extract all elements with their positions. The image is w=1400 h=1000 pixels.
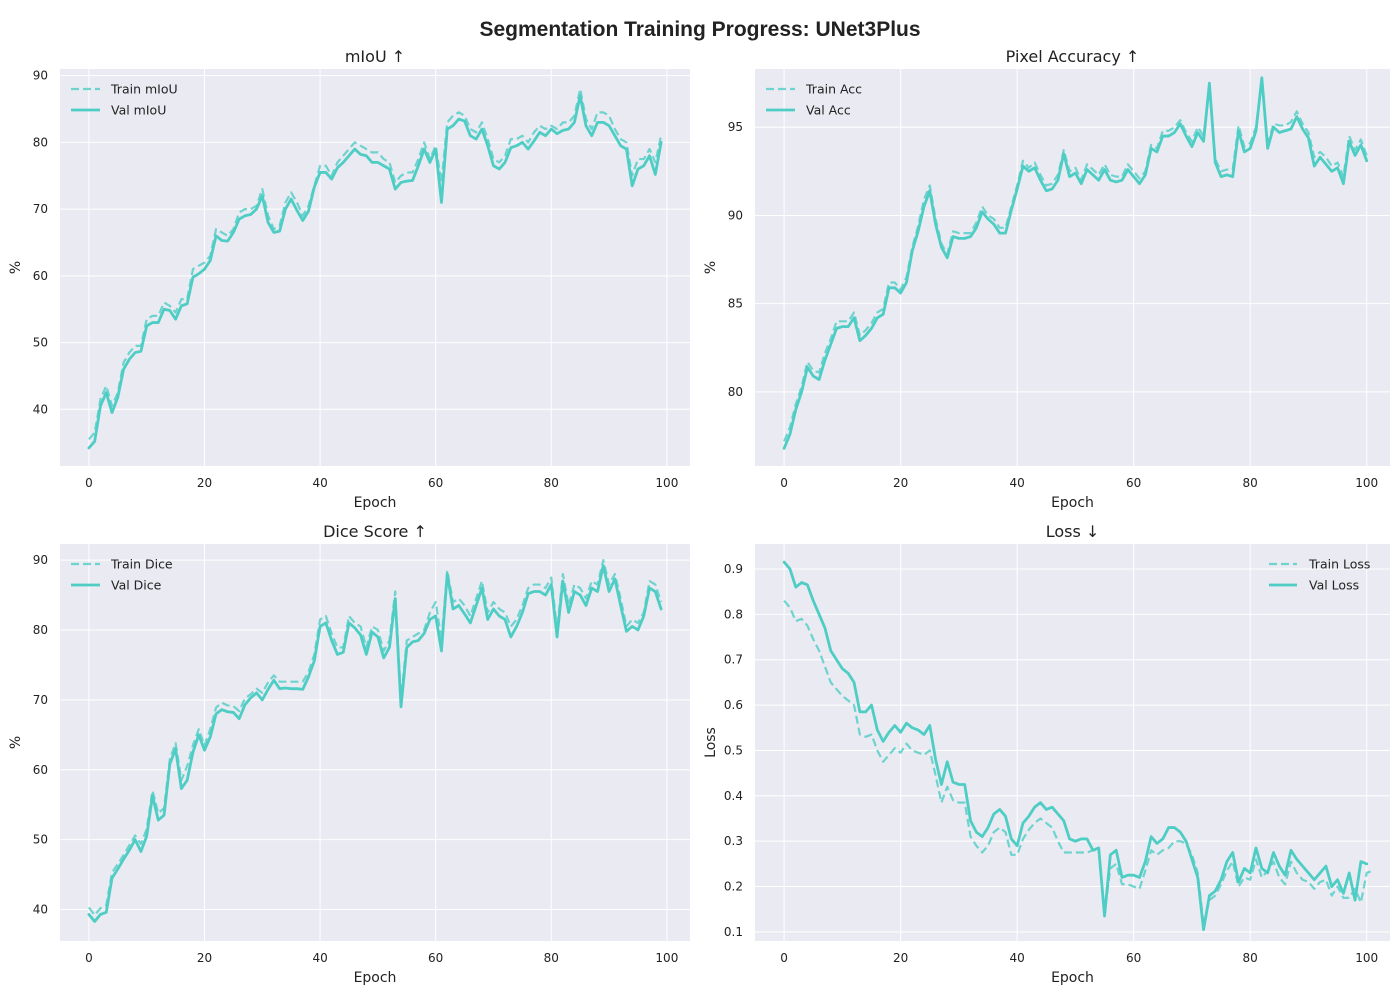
- x-tick-label: 0: [780, 951, 788, 965]
- y-tick-label: 80: [33, 135, 48, 149]
- chart-panel-2: 0 20 40 60 80 100 80 85 90 95 Pixel Accuracy ↑ Epoc…: [703, 47, 1390, 511]
- y-axis-label: Loss: [703, 727, 719, 758]
- series-line-val: [87, 94, 663, 450]
- chart-title: Dice Score ↑: [323, 522, 427, 541]
- plot-area: [60, 544, 690, 941]
- y-tick-label: 0.9: [724, 562, 743, 576]
- x-tick-label: 80: [544, 476, 559, 490]
- y-tick-label: 50: [33, 336, 48, 350]
- chart-title: mIoU ↑: [345, 47, 405, 66]
- plot-area: [755, 544, 1390, 941]
- plot-area: [755, 69, 1390, 466]
- x-tick-label: 80: [544, 951, 559, 965]
- legend-label: Val Acc: [806, 103, 851, 118]
- y-tick-label: 50: [33, 833, 48, 847]
- legend-label: Val Loss: [1309, 578, 1359, 593]
- y-tick-label: 70: [33, 693, 48, 707]
- x-axis-label: Epoch: [354, 495, 397, 511]
- legend: Train Dice Val Dice: [71, 557, 173, 593]
- x-axis-label: Epoch: [1051, 495, 1094, 511]
- x-tick-label: 60: [1126, 476, 1141, 490]
- x-tick-label: 60: [1126, 951, 1141, 965]
- series-line-val: [782, 76, 1369, 450]
- y-tick-label: 0.6: [724, 698, 743, 712]
- x-tick-label: 40: [1010, 951, 1025, 965]
- x-tick-label: 20: [893, 476, 908, 490]
- legend-label: Train Loss: [1308, 557, 1370, 572]
- x-tick-label: 60: [428, 476, 443, 490]
- legend: Train Loss Val Loss: [1269, 557, 1370, 593]
- y-axis-label: %: [8, 736, 24, 749]
- y-tick-label: 95: [728, 120, 743, 134]
- y-tick-label: 0.5: [724, 743, 743, 757]
- legend-label: Train mIoU: [110, 82, 178, 97]
- x-tick-label: 40: [312, 951, 327, 965]
- chart-panel-1: 0 20 40 60 80 100 40 50 60 70 80 90 mIoU ↑ Epoch% Trai…: [8, 47, 690, 511]
- series-line-val: [87, 564, 663, 923]
- x-tick-label: 20: [197, 951, 212, 965]
- x-tick-label: 0: [85, 951, 93, 965]
- chart-grid: 0 20 40 60 80 100 40 50 60 70 80 90 mIoU ↑ Epoch% Trai…: [8, 47, 1390, 986]
- chart-title: Pixel Accuracy ↑: [1006, 47, 1140, 66]
- plot-area: [60, 69, 690, 466]
- y-tick-label: 85: [728, 297, 743, 311]
- series-line-train: [783, 599, 1373, 927]
- y-tick-label: 0.8: [724, 607, 743, 621]
- x-tick-label: 0: [85, 476, 93, 490]
- x-tick-label: 20: [197, 476, 212, 490]
- x-tick-label: 60: [428, 951, 443, 965]
- y-tick-label: 90: [33, 553, 48, 567]
- x-tick-label: 0: [780, 476, 788, 490]
- y-tick-label: 0.1: [724, 925, 743, 939]
- chart-panel-4: 0 20 40 60 80 100 0.1 0.2 0.3 0.4 0.5 0.6 0.7 0.8 0.9 L…: [703, 522, 1390, 986]
- y-tick-label: 90: [33, 69, 48, 83]
- y-tick-label: 80: [728, 385, 743, 399]
- chart-panel-3: 0 20 40 60 80 100 40 50 60 70 80 90 Dice Score ↑ Epoc…: [8, 522, 690, 986]
- legend-label: Val mIoU: [111, 103, 166, 118]
- y-tick-label: 40: [33, 903, 48, 917]
- y-tick-label: 70: [33, 202, 48, 216]
- x-tick-label: 100: [655, 951, 678, 965]
- y-tick-label: 0.7: [724, 653, 743, 667]
- legend-label: Train Acc: [805, 82, 862, 97]
- x-tick-label: 100: [655, 476, 678, 490]
- y-tick-label: 0.4: [724, 789, 743, 803]
- x-tick-label: 40: [312, 476, 327, 490]
- legend: Train mIoU Val mIoU: [71, 82, 178, 118]
- series-line-train: [88, 87, 663, 441]
- y-axis-label: %: [703, 261, 719, 274]
- figure-title: Segmentation Training Progress: UNet3Plu…: [479, 18, 920, 41]
- y-tick-label: 0.2: [724, 880, 743, 894]
- y-tick-label: 90: [728, 208, 743, 222]
- legend-label: Train Dice: [110, 557, 173, 572]
- y-tick-label: 60: [33, 763, 48, 777]
- legend: Train Acc Val Acc: [766, 82, 862, 118]
- x-tick-label: 100: [1355, 951, 1378, 965]
- chart-title: Loss ↓: [1046, 522, 1100, 541]
- y-tick-label: 80: [33, 623, 48, 637]
- x-tick-label: 80: [1243, 476, 1258, 490]
- x-tick-label: 20: [893, 951, 908, 965]
- x-axis-label: Epoch: [1051, 970, 1094, 986]
- x-tick-label: 80: [1243, 951, 1258, 965]
- y-tick-label: 60: [33, 269, 48, 283]
- series-line-val: [782, 560, 1369, 932]
- x-axis-label: Epoch: [354, 970, 397, 986]
- y-tick-label: 40: [33, 402, 48, 416]
- x-tick-label: 40: [1010, 476, 1025, 490]
- y-axis-label: %: [8, 261, 24, 274]
- legend-label: Val Dice: [111, 578, 162, 593]
- x-tick-label: 100: [1355, 476, 1378, 490]
- y-tick-label: 0.3: [724, 834, 743, 848]
